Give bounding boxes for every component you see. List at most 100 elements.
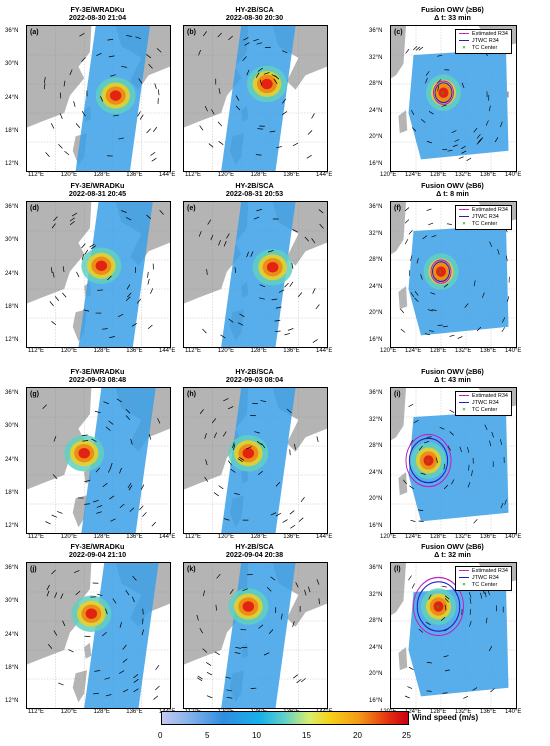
- panel-label: (j): [30, 566, 37, 573]
- wind-arrow: [437, 54, 443, 57]
- lon-tick-label: 120°E: [380, 172, 397, 178]
- wind-arrow: [153, 126, 158, 132]
- wind-arrow: [155, 685, 160, 691]
- wind-arrow: [300, 497, 305, 503]
- wind-arrow: [473, 280, 476, 287]
- wind-arrow: [223, 518, 230, 521]
- fusion-map-panel: × (f) Estimated R34 JTWC R34 × TC Center: [390, 201, 517, 348]
- land-taiwan: [398, 286, 408, 310]
- storm-wind-core: [109, 90, 122, 101]
- map-canvas: [184, 388, 327, 533]
- wind-arrow: [292, 142, 299, 147]
- lat-tick-label: 36°N: [369, 204, 383, 210]
- wind-arrow: [500, 502, 504, 509]
- tc-center-marker: ×: [436, 604, 440, 611]
- lat-tick-label: 36°N: [5, 204, 19, 210]
- lon-tick-label: 128°E: [430, 172, 447, 178]
- lon-tick-label: 136°E: [480, 709, 497, 715]
- land-mainland: [27, 563, 92, 665]
- wind-arrow: [282, 50, 288, 54]
- lon-tick-label: 140°E: [505, 534, 522, 540]
- wind-arrow: [488, 645, 493, 652]
- colorbar-tick: 15: [302, 731, 311, 740]
- storm-wind-core: [436, 266, 446, 277]
- wind-arrow: [461, 145, 466, 150]
- wind-arrow: [469, 598, 472, 604]
- wind-arrow: [153, 695, 159, 700]
- wind-arrow: [71, 212, 78, 217]
- wind-arrow: [268, 629, 274, 635]
- wind-arrow: [235, 95, 240, 101]
- wind-arrow: [425, 70, 430, 76]
- wind-arrow: [256, 208, 263, 212]
- wind-arrow: [289, 281, 294, 287]
- wind-arrow: [213, 432, 217, 438]
- panel-title-time: Δ t: 8 min: [436, 189, 469, 199]
- land-mainland: [391, 26, 406, 79]
- wind-arrow: [127, 482, 132, 489]
- wind-arrow: [205, 459, 208, 466]
- wind-arrow: [119, 503, 125, 509]
- wind-arrow: [467, 482, 471, 488]
- wind-arrow: [410, 519, 416, 522]
- wind-arrow: [63, 80, 66, 87]
- wind-arrow: [426, 690, 432, 692]
- fusion-map-panel: × (i) Estimated R34 JTWC R34 × TC Center: [390, 387, 517, 534]
- lon-tick-label: 144°E: [159, 534, 176, 540]
- lon-tick-label: 128°E: [93, 172, 110, 178]
- wind-arrow: [420, 274, 423, 280]
- wind-arrow: [223, 240, 227, 247]
- lon-tick-label: 128°E: [250, 534, 267, 540]
- wind-arrow: [418, 520, 424, 522]
- wind-arrow: [408, 575, 412, 581]
- wind-arrow: [198, 231, 202, 237]
- wind-arrow: [424, 333, 430, 336]
- panel-title-sensor: FY-3E/WRADKu: [70, 367, 125, 376]
- panel-title-sensor: FY-3E/WRADKu: [70, 542, 125, 551]
- wind-arrow: [431, 234, 437, 238]
- wind-arrow: [307, 130, 313, 135]
- wind-map-panel: (b): [183, 25, 328, 172]
- wind-arrow: [58, 682, 64, 686]
- wind-arrow: [101, 328, 108, 330]
- lon-tick-label: 112°E: [28, 709, 44, 715]
- lon-tick-label: 132°E: [455, 534, 472, 540]
- wind-arrow: [204, 476, 209, 482]
- wind-arrow: [282, 111, 288, 116]
- wind-arrow: [69, 220, 75, 226]
- wind-arrow: [132, 575, 137, 581]
- map-canvas: [184, 202, 327, 347]
- wind-arrow: [472, 687, 478, 691]
- wind-arrow: [122, 689, 129, 693]
- lon-tick-label: 136°E: [126, 534, 143, 540]
- wind-arrow: [94, 410, 101, 414]
- wind-arrow: [58, 143, 63, 149]
- wind-arrow: [142, 618, 144, 625]
- wind-arrow: [110, 74, 116, 77]
- wind-arrow: [218, 239, 221, 246]
- lon-tick-label: 136°E: [480, 534, 497, 540]
- wind-arrow: [108, 420, 114, 425]
- lat-tick-label: 18°N: [5, 303, 19, 310]
- lon-tick-label: 128°E: [93, 709, 110, 715]
- wind-arrow: [457, 336, 463, 339]
- wind-arrow: [215, 604, 217, 611]
- wind-arrow: [255, 72, 260, 78]
- wind-arrow: [476, 326, 482, 332]
- wind-arrow: [214, 651, 220, 656]
- panel-label: (k): [187, 566, 196, 573]
- lon-tick-label: 144°E: [159, 348, 176, 354]
- wind-arrow: [84, 249, 89, 255]
- wind-arrow: [273, 78, 278, 84]
- wind-arrow: [60, 593, 64, 599]
- wind-arrow: [240, 629, 247, 631]
- panel-title-sensor: Fusion OWV (≥B6): [421, 181, 484, 190]
- wind-arrow: [485, 120, 489, 126]
- lon-tick-label: 112°E: [28, 348, 44, 354]
- lat-tick-label: 36°N: [369, 565, 383, 571]
- wind-arrow: [292, 621, 295, 628]
- land-mainland: [184, 202, 249, 304]
- wind-arrow: [155, 664, 160, 671]
- wind-arrow: [198, 49, 201, 56]
- wind-arrow: [296, 679, 302, 684]
